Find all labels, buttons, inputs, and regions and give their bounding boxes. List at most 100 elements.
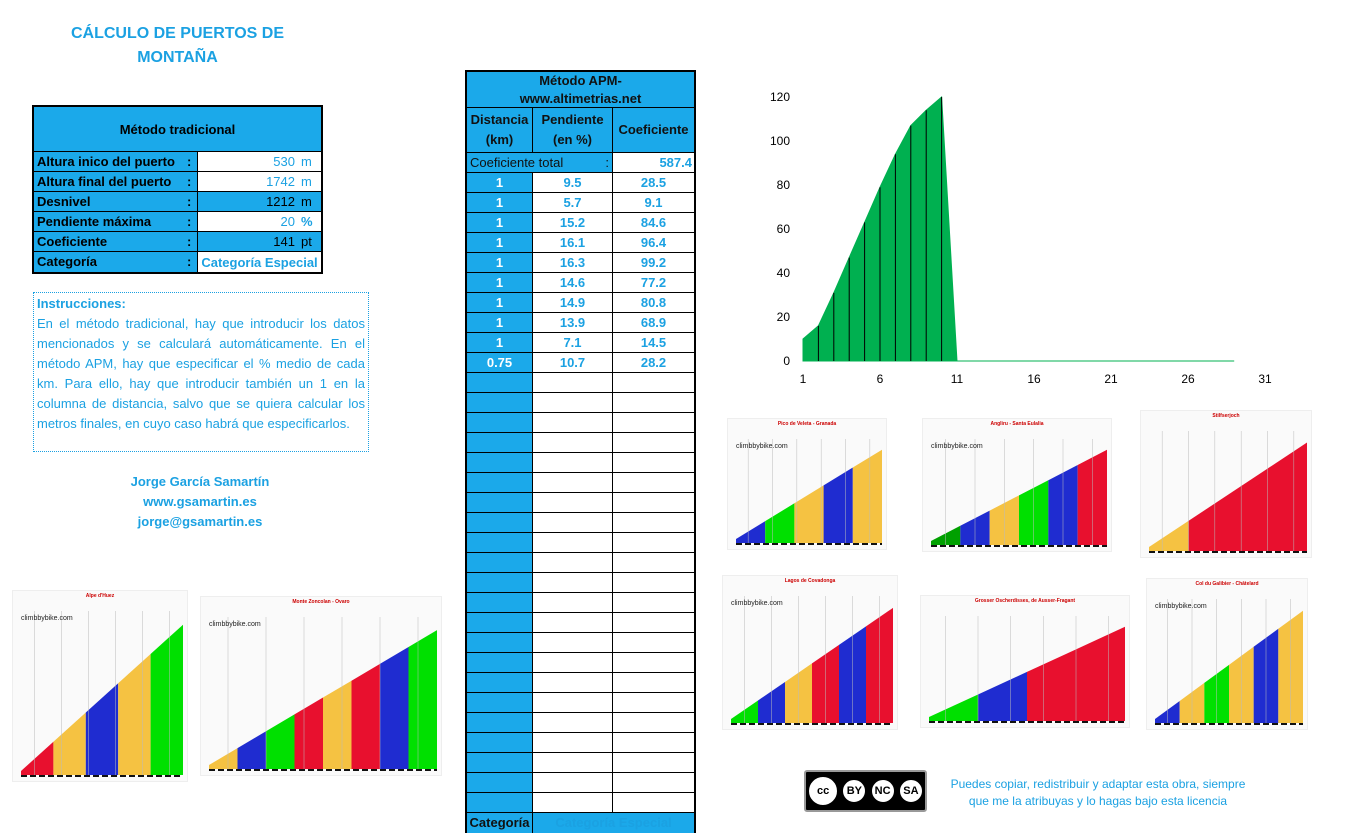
instructions-box: Instrucciones: En el método tradicional,… bbox=[33, 292, 369, 452]
gradient-cell[interactable]: 15.2 bbox=[532, 213, 612, 232]
gradient-cell[interactable] bbox=[532, 453, 612, 472]
footer-category-label: Categoría bbox=[467, 813, 532, 833]
distance-cell[interactable] bbox=[467, 513, 532, 532]
distance-cell[interactable] bbox=[467, 593, 532, 612]
gradient-cell[interactable] bbox=[532, 633, 612, 652]
coefficient-cell: 28.2 bbox=[612, 353, 694, 372]
distance-cell[interactable] bbox=[467, 533, 532, 552]
distance-cell[interactable]: 1 bbox=[467, 253, 532, 272]
apm-row: 1 5.7 9.1 bbox=[467, 193, 694, 213]
gradient-cell[interactable] bbox=[532, 393, 612, 412]
traditional-method-table: Método tradicional Altura inico del puer… bbox=[32, 105, 323, 274]
thumbnail-title: Pico de Veleta - Granada bbox=[777, 421, 837, 427]
distance-cell[interactable] bbox=[467, 413, 532, 432]
end-height-cell[interactable]: 1742 m bbox=[197, 172, 321, 191]
apm-row bbox=[467, 373, 694, 393]
gradient-cell[interactable] bbox=[532, 773, 612, 792]
gradient-cell[interactable] bbox=[532, 573, 612, 592]
gradient-cell[interactable] bbox=[532, 593, 612, 612]
gradient-cell[interactable] bbox=[532, 613, 612, 632]
gradient-cell[interactable]: 14.6 bbox=[532, 273, 612, 292]
distance-cell[interactable] bbox=[467, 753, 532, 772]
apm-row bbox=[467, 733, 694, 753]
gradient-cell[interactable]: 7.1 bbox=[532, 333, 612, 352]
gradient-cell[interactable] bbox=[532, 433, 612, 452]
gradient-cell[interactable] bbox=[532, 493, 612, 512]
distance-cell[interactable] bbox=[467, 433, 532, 452]
distance-cell[interactable] bbox=[467, 713, 532, 732]
thumbnail-segment bbox=[118, 653, 151, 775]
max-gradient-cell[interactable]: 20% bbox=[197, 212, 321, 231]
apm-row: 1 13.9 68.9 bbox=[467, 313, 694, 333]
distance-cell[interactable] bbox=[467, 793, 532, 812]
coefficient-cell: 96.4 bbox=[612, 233, 694, 252]
distance-cell[interactable] bbox=[467, 773, 532, 792]
license-text-line-2: que me la atribuyas y lo hagas bajo esta… bbox=[968, 794, 1228, 808]
distance-cell[interactable] bbox=[467, 633, 532, 652]
colon: : bbox=[187, 174, 192, 189]
author-email[interactable]: jorge@gsamartin.es bbox=[137, 514, 263, 529]
trad-row-start-height: Altura inico del puerto: 530 m bbox=[34, 152, 321, 172]
distance-cell[interactable]: 1 bbox=[467, 333, 532, 352]
distance-cell[interactable]: 0.75 bbox=[467, 353, 532, 372]
distance-cell[interactable] bbox=[467, 473, 532, 492]
gradient-cell[interactable]: 13.9 bbox=[532, 313, 612, 332]
gradient-cell[interactable]: 16.1 bbox=[532, 233, 612, 252]
distance-cell[interactable]: 1 bbox=[467, 233, 532, 252]
distance-cell[interactable] bbox=[467, 733, 532, 752]
distance-cell[interactable] bbox=[467, 613, 532, 632]
start-height-cell[interactable]: 530 m bbox=[197, 152, 321, 171]
total-label: Coeficiente total bbox=[470, 155, 564, 170]
distance-cell[interactable]: 1 bbox=[467, 293, 532, 312]
distance-cell[interactable]: 1 bbox=[467, 273, 532, 292]
gradient-cell[interactable] bbox=[532, 513, 612, 532]
apm-rows: 1 9.5 28.5 1 5.7 9.1 1 15.2 84.6 1 16.1 96.4 1 16.3 99… bbox=[467, 173, 694, 813]
colon: : bbox=[187, 234, 192, 249]
coefficient-cell bbox=[612, 633, 694, 652]
gradient-cell[interactable] bbox=[532, 413, 612, 432]
gradient-cell[interactable]: 9.5 bbox=[532, 173, 612, 192]
gradient-cell[interactable]: 5.7 bbox=[532, 193, 612, 212]
distance-cell[interactable]: 1 bbox=[467, 173, 532, 192]
cc-icon: cc bbox=[807, 775, 840, 807]
gradient-cell[interactable] bbox=[532, 473, 612, 492]
gradient-cell[interactable] bbox=[532, 733, 612, 752]
distance-cell[interactable]: 1 bbox=[467, 193, 532, 212]
distance-cell[interactable] bbox=[467, 393, 532, 412]
distance-cell[interactable] bbox=[467, 573, 532, 592]
distance-cell[interactable] bbox=[467, 453, 532, 472]
gradient-cell[interactable] bbox=[532, 753, 612, 772]
distance-cell[interactable] bbox=[467, 493, 532, 512]
apm-row bbox=[467, 433, 694, 453]
apm-row bbox=[467, 773, 694, 793]
gradient-cell[interactable] bbox=[532, 793, 612, 812]
distance-cell[interactable] bbox=[467, 373, 532, 392]
gradient-cell[interactable]: 14.9 bbox=[532, 293, 612, 312]
unit: pt bbox=[301, 234, 312, 249]
y-tick-label: 0 bbox=[783, 354, 790, 368]
gradient-cell[interactable] bbox=[532, 713, 612, 732]
thumbnail-title: Stilfserjoch bbox=[1212, 413, 1240, 419]
cc-license-badge[interactable]: cc BY NC SA bbox=[804, 770, 927, 812]
gradient-cell[interactable] bbox=[532, 693, 612, 712]
distance-cell[interactable] bbox=[467, 673, 532, 692]
label-start-height: Altura inico del puerto bbox=[37, 154, 175, 169]
gradient-cell[interactable]: 16.3 bbox=[532, 253, 612, 272]
total-coefficient-value: 587.4 bbox=[612, 153, 694, 172]
distance-cell[interactable]: 1 bbox=[467, 213, 532, 232]
gradient-cell[interactable] bbox=[532, 553, 612, 572]
thumbnail-segment bbox=[351, 663, 380, 769]
distance-cell[interactable] bbox=[467, 553, 532, 572]
gradient-cell[interactable] bbox=[532, 653, 612, 672]
thumbnail-segment bbox=[929, 694, 978, 721]
gradient-cell[interactable] bbox=[532, 373, 612, 392]
author-website[interactable]: www.gsamartin.es bbox=[143, 494, 257, 509]
apm-row: 1 9.5 28.5 bbox=[467, 173, 694, 193]
gradient-cell[interactable] bbox=[532, 673, 612, 692]
distance-cell[interactable]: 1 bbox=[467, 313, 532, 332]
gradient-cell[interactable] bbox=[532, 533, 612, 552]
apm-row bbox=[467, 693, 694, 713]
distance-cell[interactable] bbox=[467, 693, 532, 712]
distance-cell[interactable] bbox=[467, 653, 532, 672]
gradient-cell[interactable]: 10.7 bbox=[532, 353, 612, 372]
